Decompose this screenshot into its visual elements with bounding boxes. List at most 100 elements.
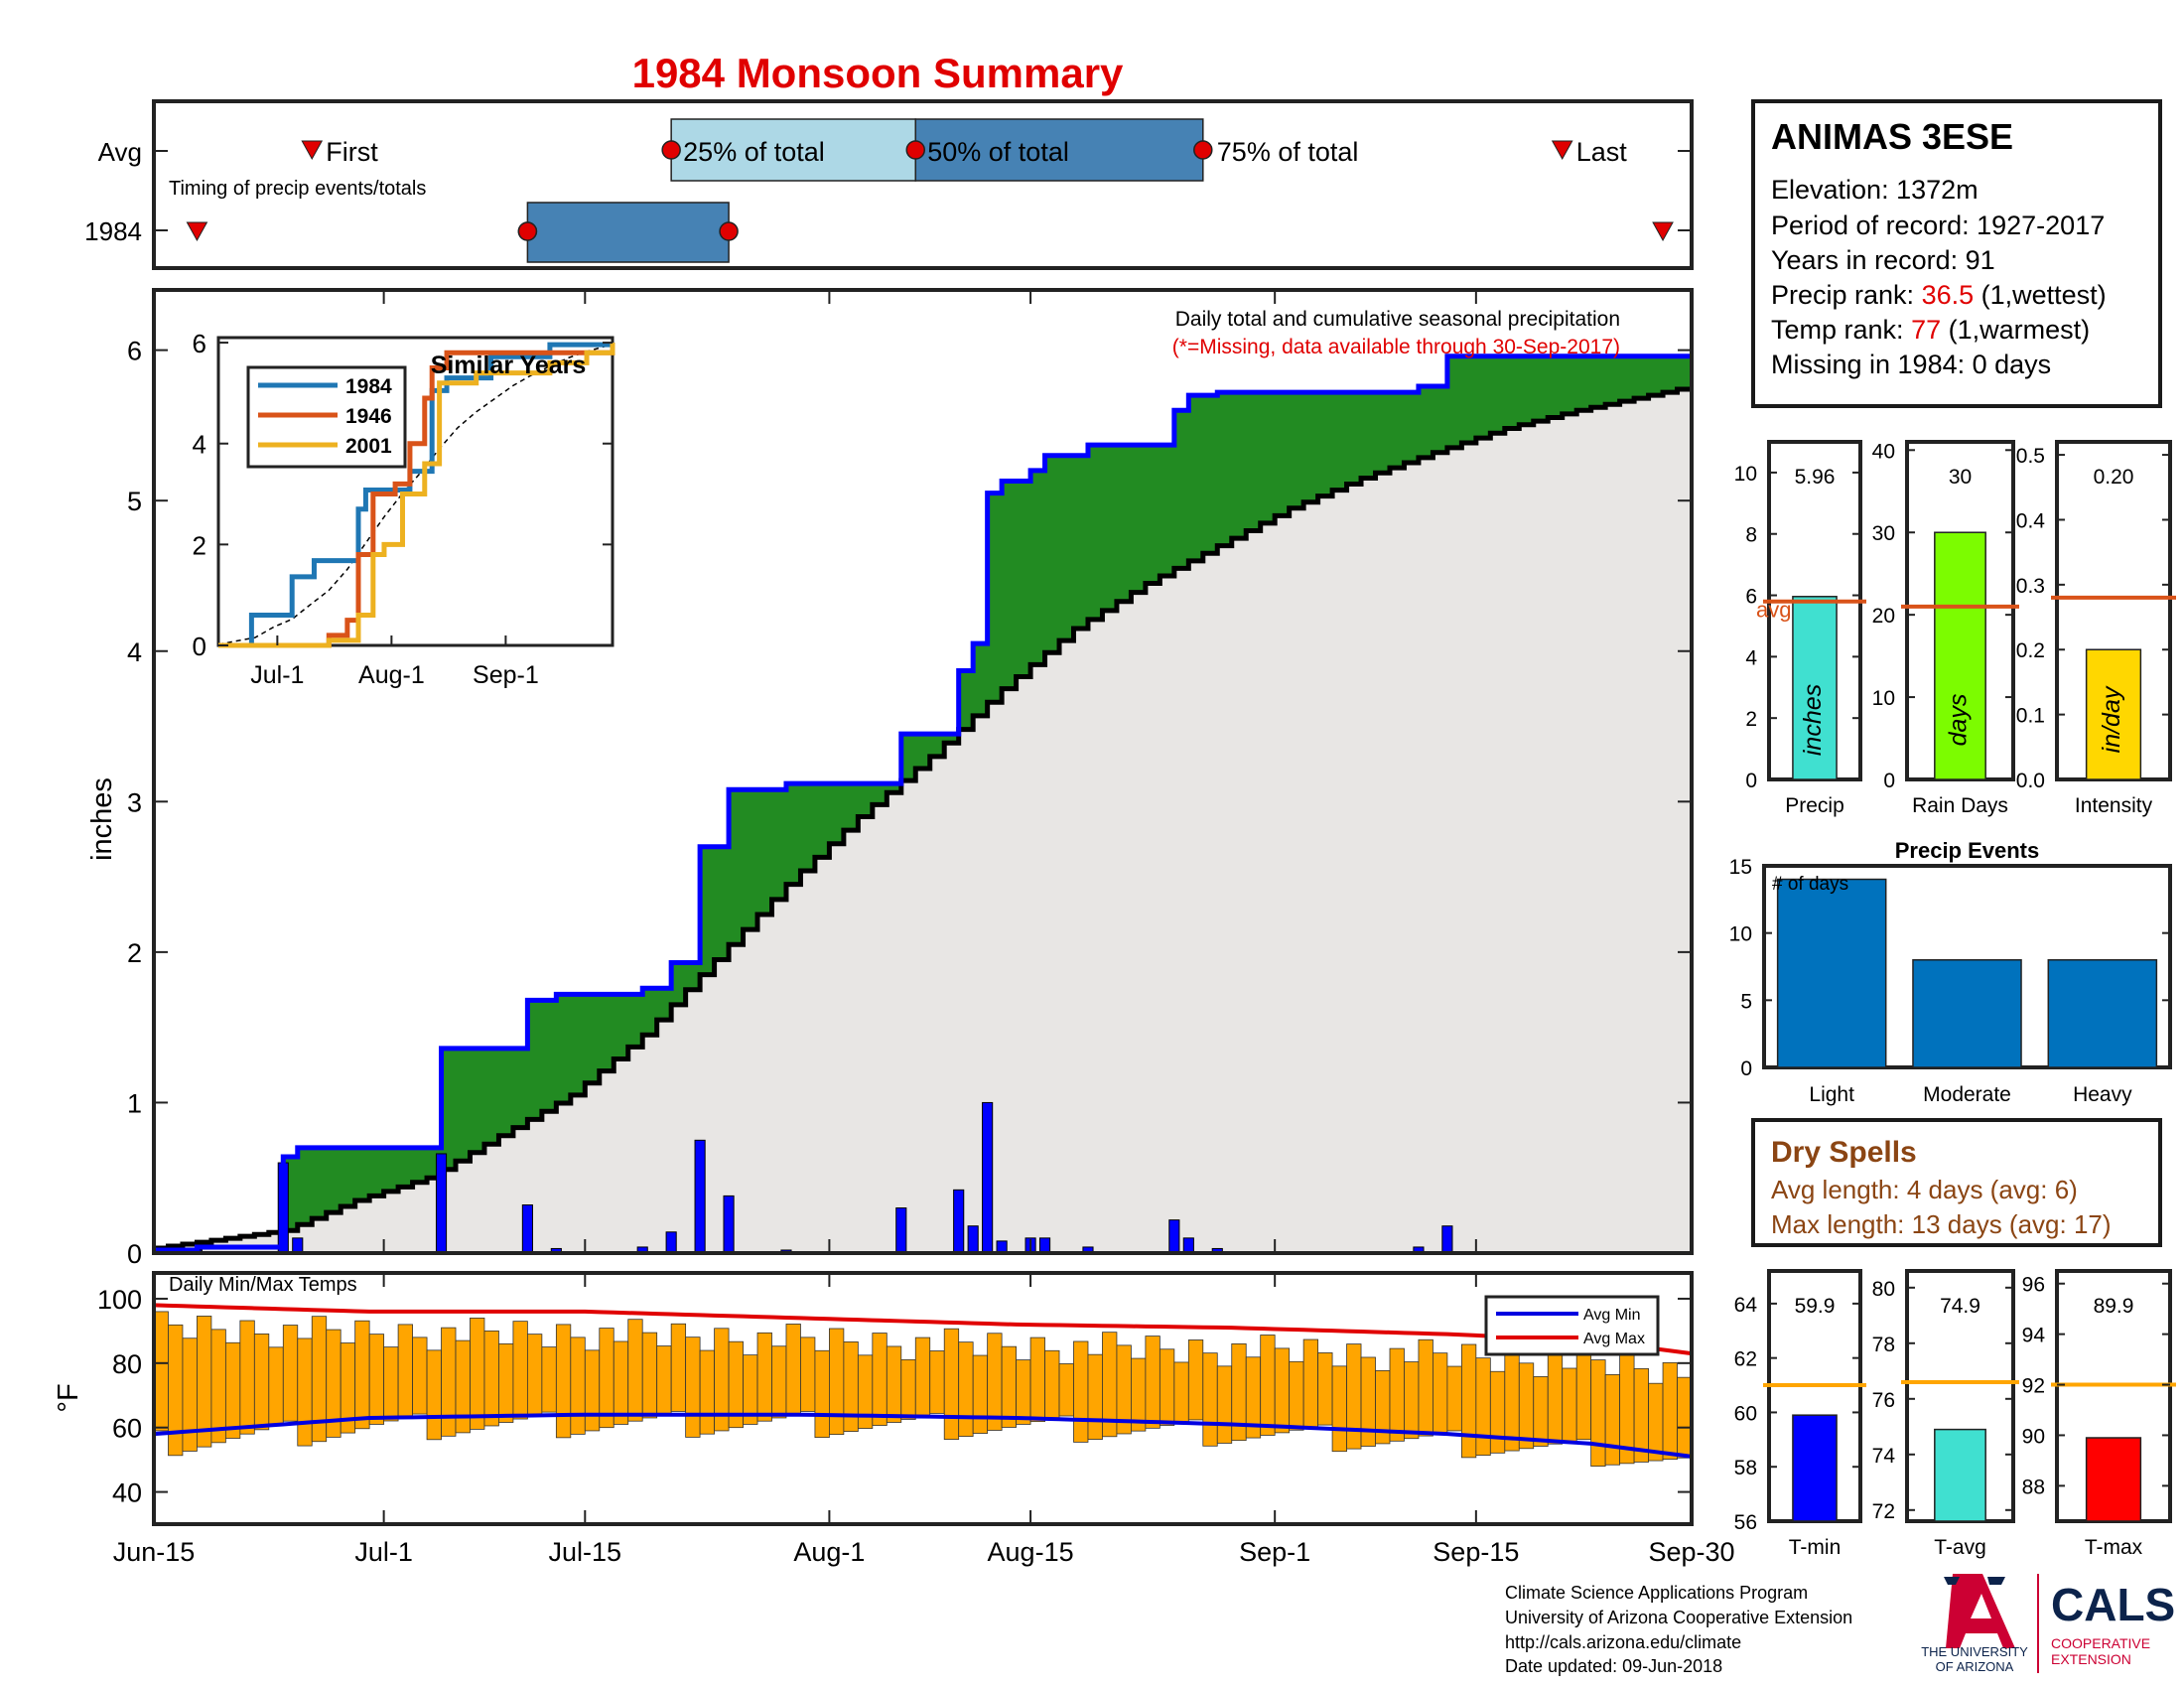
daily-temp-bar bbox=[771, 1345, 787, 1419]
precip-events-chart: Light Moderate Heavy 0 5 10 15 Precip Events # o… bbox=[1729, 838, 2172, 1106]
last-label: Last bbox=[1576, 137, 1628, 167]
dry-spells-avg: Avg length: 4 days (avg: 6) bbox=[1771, 1175, 2078, 1204]
stat-y-tick-label: 4 bbox=[1745, 646, 1757, 669]
precip-rank-note: (1,wettest) bbox=[1974, 280, 2107, 310]
stat-label: T-min bbox=[1789, 1536, 1842, 1559]
daily-temp-bar bbox=[756, 1332, 772, 1422]
events-y-tick-label: 0 bbox=[1740, 1057, 1752, 1080]
daily-precip-bar bbox=[665, 1231, 677, 1254]
daily-precip-bar bbox=[967, 1225, 979, 1254]
stat-bar bbox=[1792, 1414, 1838, 1522]
events-y-tick-label: 15 bbox=[1729, 856, 1752, 879]
stat-y-tick-label: 78 bbox=[1872, 1334, 1895, 1356]
stat-label: T-avg bbox=[1934, 1536, 1986, 1559]
stat-y-tick-label: 60 bbox=[1734, 1402, 1757, 1425]
date-tick-label: Sep-1 bbox=[1239, 1537, 1310, 1567]
daily-temp-bar bbox=[455, 1339, 471, 1434]
daily-temp-bar bbox=[900, 1358, 916, 1420]
stat-avg-label: avg bbox=[1756, 598, 1791, 623]
daily-temp-bar bbox=[182, 1337, 198, 1452]
stat-y-tick-label: 94 bbox=[2022, 1325, 2046, 1347]
daily-temp-bar bbox=[383, 1346, 399, 1422]
year-box-50-75 bbox=[526, 202, 730, 263]
daily-temp-bar bbox=[1073, 1340, 1089, 1443]
precip-y-tick-label: 1 bbox=[127, 1088, 142, 1118]
stat-y-tick-label: 30 bbox=[1872, 522, 1895, 545]
inset-series-2001 bbox=[218, 343, 615, 648]
event-category-label: Moderate bbox=[1923, 1083, 2011, 1106]
stat-bar bbox=[2085, 1437, 2142, 1522]
footer-line-4: Date updated: 09-Jun-2018 bbox=[1505, 1656, 1722, 1676]
daily-temp-bar bbox=[627, 1319, 643, 1422]
cals-sub-2: EXTENSION bbox=[2051, 1651, 2131, 1667]
daily-temp-bar bbox=[1044, 1349, 1060, 1420]
stat-y-tick-label: 76 bbox=[1872, 1389, 1895, 1412]
events-title: Precip Events bbox=[1895, 838, 2040, 863]
stat-y-tick-label: 96 bbox=[2022, 1274, 2045, 1297]
inset-legend-label: 2001 bbox=[345, 435, 392, 458]
temperature-stats-charts: 56 58 60 62 64 59.9 T-min 72 74 76 78 80 74.9 T-avg 88… bbox=[1734, 1269, 2176, 1559]
year-first-marker bbox=[186, 221, 208, 242]
avg-last-marker bbox=[1551, 140, 1573, 161]
inset-y-tick-label: 4 bbox=[193, 430, 206, 460]
dry-spells-title: Dry Spells bbox=[1771, 1136, 1917, 1169]
stat-y-tick-label: 90 bbox=[2022, 1425, 2045, 1448]
avg-max-line bbox=[153, 1303, 1693, 1356]
date-tick-label: Aug-1 bbox=[793, 1537, 865, 1567]
daily-temp-bar bbox=[1260, 1335, 1276, 1436]
temps-y-tick-label: 100 bbox=[97, 1285, 142, 1315]
daily-precip-bar bbox=[1441, 1225, 1453, 1254]
cals-sub-1: COOPERATIVE bbox=[2051, 1635, 2150, 1651]
daily-temp-bar bbox=[1504, 1348, 1520, 1452]
daily-temp-bar bbox=[197, 1316, 212, 1448]
year-percentile-marker bbox=[517, 221, 538, 241]
inset-x-tick-label: Jul-1 bbox=[250, 661, 304, 689]
daily-temp-bar bbox=[1404, 1361, 1420, 1440]
daily-temp-bar bbox=[570, 1336, 586, 1435]
stat-bar bbox=[1792, 596, 1838, 780]
daily-temp-bar bbox=[670, 1323, 687, 1412]
stat-y-tick-label: 0 bbox=[1745, 770, 1757, 792]
precip-frame bbox=[152, 288, 1694, 1255]
stat-y-tick-label: 0 bbox=[1883, 770, 1895, 792]
inset-legend-label: 1946 bbox=[345, 405, 392, 428]
p25-label: 25% of total bbox=[683, 137, 825, 167]
daily-precip-bar bbox=[694, 1139, 706, 1254]
stat-label: T-max bbox=[2085, 1536, 2143, 1559]
stat-y-tick-label: 20 bbox=[1872, 605, 1895, 628]
daily-temp-bar bbox=[699, 1349, 715, 1435]
daily-temp-bar bbox=[1604, 1374, 1621, 1466]
stat-frame bbox=[2055, 1269, 2172, 1523]
precip-y-tick-label: 5 bbox=[127, 487, 142, 516]
dry-spells-box: Dry Spells Avg length: 4 days (avg: 6) M… bbox=[1751, 1118, 2162, 1247]
stat-unit: inches bbox=[1799, 684, 1827, 756]
precip-rank-label: Precip rank: bbox=[1771, 280, 1922, 310]
precip-y-tick-label: 6 bbox=[127, 337, 142, 366]
daily-temp-bar bbox=[829, 1328, 845, 1436]
inset-series-1946 bbox=[218, 348, 615, 648]
stat-y-tick-label: 64 bbox=[1734, 1294, 1758, 1317]
daily-temp-bar bbox=[1087, 1353, 1103, 1440]
year-row-label: 1984 bbox=[84, 216, 142, 246]
daily-temp-bar bbox=[1001, 1345, 1017, 1428]
daily-temp-bar bbox=[800, 1336, 816, 1412]
temp-rank-label: Temp rank: bbox=[1771, 315, 1911, 345]
station-elevation: Elevation: 1372m bbox=[1771, 175, 1979, 205]
daily-temp-bar bbox=[153, 1311, 169, 1432]
daily-temp-bar bbox=[814, 1349, 830, 1439]
daily-precip-bar bbox=[292, 1237, 304, 1254]
daily-temp-bar bbox=[914, 1336, 931, 1417]
date-tick-label: Jul-1 bbox=[354, 1537, 413, 1567]
daily-precip-bar bbox=[982, 1101, 994, 1254]
daily-temp-bar bbox=[541, 1346, 557, 1413]
daily-precip-bar bbox=[1182, 1237, 1194, 1254]
daily-temp-bar bbox=[1016, 1359, 1031, 1425]
inset-x-tick-label: Aug-1 bbox=[358, 661, 425, 689]
daily-temp-bar bbox=[1489, 1370, 1506, 1454]
stat-y-tick-label: 10 bbox=[1872, 687, 1895, 710]
stat-value: 59.9 bbox=[1795, 1295, 1836, 1318]
daily-temp-bar bbox=[1460, 1343, 1477, 1459]
stat-label: Intensity bbox=[2075, 794, 2153, 817]
stat-y-tick-label: 72 bbox=[1872, 1500, 1895, 1523]
temps-y-tick-label: 80 bbox=[112, 1349, 142, 1379]
